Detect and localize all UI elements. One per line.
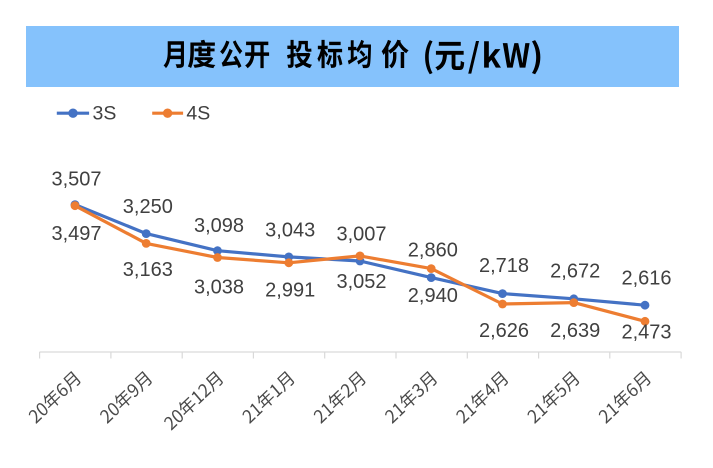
svg-text:2,616: 2,616 — [621, 268, 671, 290]
svg-text:2,626: 2,626 — [479, 320, 529, 342]
svg-text:3,052: 3,052 — [336, 271, 386, 293]
svg-text:3,038: 3,038 — [194, 276, 244, 298]
svg-text:2,991: 2,991 — [265, 279, 315, 301]
svg-text:3,043: 3,043 — [265, 219, 315, 241]
svg-text:3,007: 3,007 — [336, 224, 386, 246]
svg-text:3,507: 3,507 — [51, 169, 101, 191]
svg-text:2,639: 2,639 — [550, 320, 600, 342]
svg-text:3,098: 3,098 — [194, 215, 244, 237]
svg-text:2,718: 2,718 — [479, 255, 529, 277]
svg-text:3,497: 3,497 — [51, 223, 101, 245]
svg-text:4S: 4S — [186, 103, 210, 125]
svg-text:3,163: 3,163 — [123, 259, 173, 281]
svg-text:3,250: 3,250 — [123, 196, 173, 218]
svg-text:2,940: 2,940 — [408, 285, 458, 307]
svg-text:3S: 3S — [93, 103, 117, 125]
svg-text:2,672: 2,672 — [550, 261, 600, 283]
svg-text:2,860: 2,860 — [408, 240, 458, 262]
svg-text:2,473: 2,473 — [621, 321, 671, 343]
